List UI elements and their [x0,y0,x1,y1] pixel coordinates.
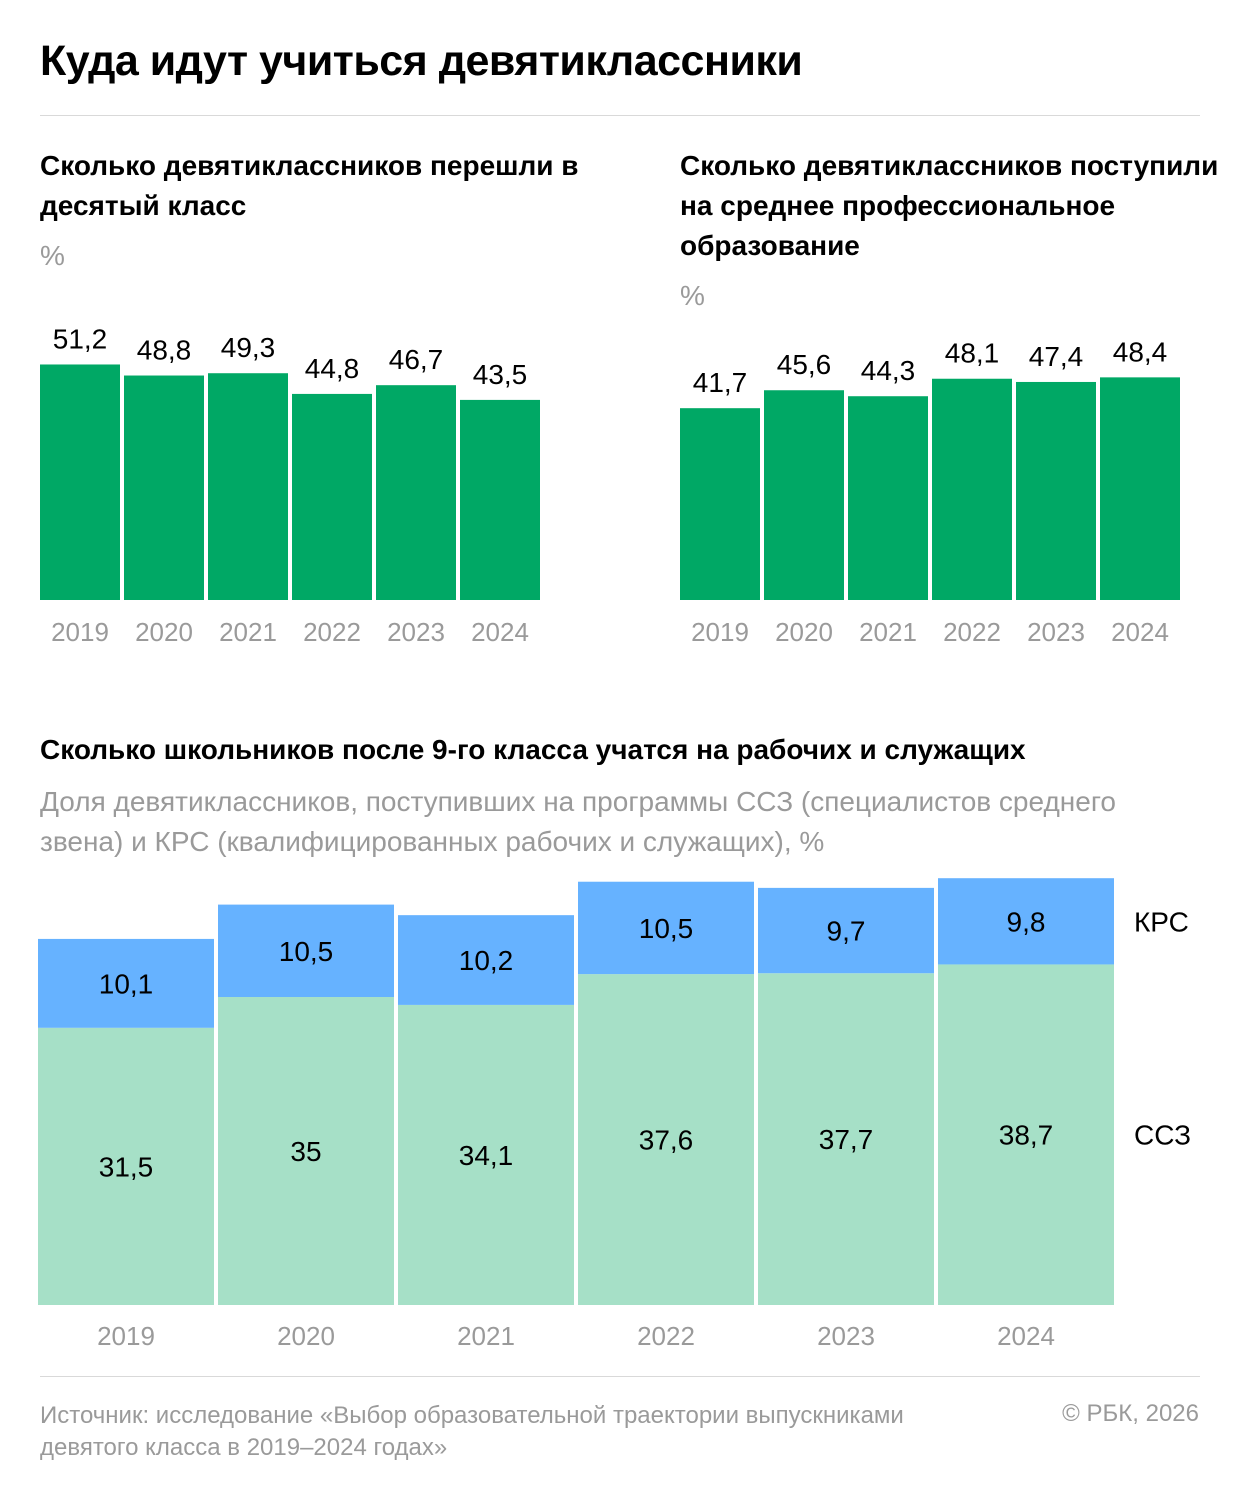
chart3-x-tick: 2020 [277,1321,335,1351]
chart1-title: Сколько девятиклассников перешли в десят… [40,150,579,221]
chart1-value-label: 43,5 [473,359,528,390]
chart3-ssz-segment [218,997,394,1305]
chart2-unit: % [680,280,705,311]
footer-copyright: © РБК, 2026 [1062,1400,1199,1427]
chart3-ssz-label: 37,7 [819,1124,874,1155]
chart2-x-tick: 2020 [775,617,833,647]
chart3-subtitle: Доля девятиклассников, поступивших на пр… [40,786,1116,857]
chart1-bar [208,373,288,600]
chart1-value-label: 48,8 [137,335,192,366]
chart3-kpc-label: 10,5 [639,913,694,944]
chart3-ssz-label: 37,6 [639,1125,694,1156]
chart2-x-tick: 2023 [1027,617,1085,647]
chart3-ssz-segment [398,1004,574,1305]
chart1-bar [376,385,456,600]
chart3-kpc-segment [398,915,574,1005]
chart2-bar [680,408,760,600]
chart3-ssz-segment [758,973,934,1305]
chart1-value-label: 46,7 [389,344,444,375]
chart2-bar [1016,381,1096,600]
chart2-bar [932,378,1012,600]
chart1-x-tick: 2022 [303,617,361,647]
chart3-x-tick: 2021 [457,1321,515,1351]
chart3-kpc-segment [758,887,934,974]
chart1-bar [124,375,204,600]
chart3-kpc-label: 9,7 [827,916,866,947]
chart2-x-tick: 2019 [691,617,749,647]
chart3-kpc-segment [38,938,214,1028]
chart2-x-tick: 2021 [859,617,917,647]
chart3-kpc-label: 10,2 [459,945,514,976]
footer-source: Источник: исследование «Выбор образовате… [40,1402,904,1461]
chart3-x-tick: 2023 [817,1321,875,1351]
chart1-x-tick: 2021 [219,617,277,647]
chart2-value-label: 44,3 [861,355,916,386]
chart3-ssz-label: 35 [290,1136,321,1167]
chart3-kpc-label: 10,1 [99,968,154,999]
chart3-ssz-segment [38,1027,214,1305]
chart2-bar [764,390,844,600]
chart3-x-tick: 2024 [997,1321,1055,1351]
chart1-x-tick: 2019 [51,617,109,647]
chart1-bar [40,364,120,600]
chart1-value-label: 44,8 [305,353,360,384]
page-title: Куда идут учиться девятиклассники [40,37,803,85]
chart2-title: Сколько девятиклассников поступили на ср… [680,150,1219,261]
chart3-kpc-segment [578,881,754,975]
chart1-value-label: 51,2 [53,323,108,354]
chart2-x-tick: 2022 [943,617,1001,647]
chart3-title: Сколько школьников после 9-го класса уча… [40,734,1026,765]
chart1-unit: % [40,240,65,271]
chart1-bar [460,399,540,600]
chart2-value-label: 48,4 [1113,336,1168,367]
chart2-bar [1100,377,1180,600]
chart3-x-tick: 2019 [97,1321,155,1351]
chart2-value-label: 41,7 [693,367,748,398]
chart2-x-tick: 2024 [1111,617,1169,647]
chart1-bar [292,393,372,600]
chart3-kpc-label: 10,5 [279,936,334,967]
chart3-kpc-label: 9,8 [1007,906,1046,937]
bottom-divider [40,1376,1200,1377]
chart1-x-tick: 2020 [135,617,193,647]
chart2-value-label: 45,6 [777,349,832,380]
chart1-x-tick: 2023 [387,617,445,647]
chart3-ssz-label: 38,7 [999,1120,1054,1151]
chart3-kpc-segment [938,878,1114,965]
chart1-value-label: 49,3 [221,332,276,363]
chart3-x-tick: 2022 [637,1321,695,1351]
chart2-bar [848,396,928,600]
chart1-x-tick: 2024 [471,617,529,647]
chart3-ssz-label: 31,5 [99,1151,154,1182]
chart2-value-label: 48,1 [945,338,1000,369]
chart3-ssz-label: 34,1 [459,1140,514,1171]
chart3-legend-ssz: ССЗ [1134,1120,1191,1151]
chart3-kpc-segment [218,904,394,997]
chart3-legend-kpc: КРС [1134,906,1189,937]
chart3-ssz-segment [578,974,754,1305]
top-divider [40,115,1200,116]
chart2-value-label: 47,4 [1029,341,1084,372]
chart3-ssz-segment [938,964,1114,1305]
